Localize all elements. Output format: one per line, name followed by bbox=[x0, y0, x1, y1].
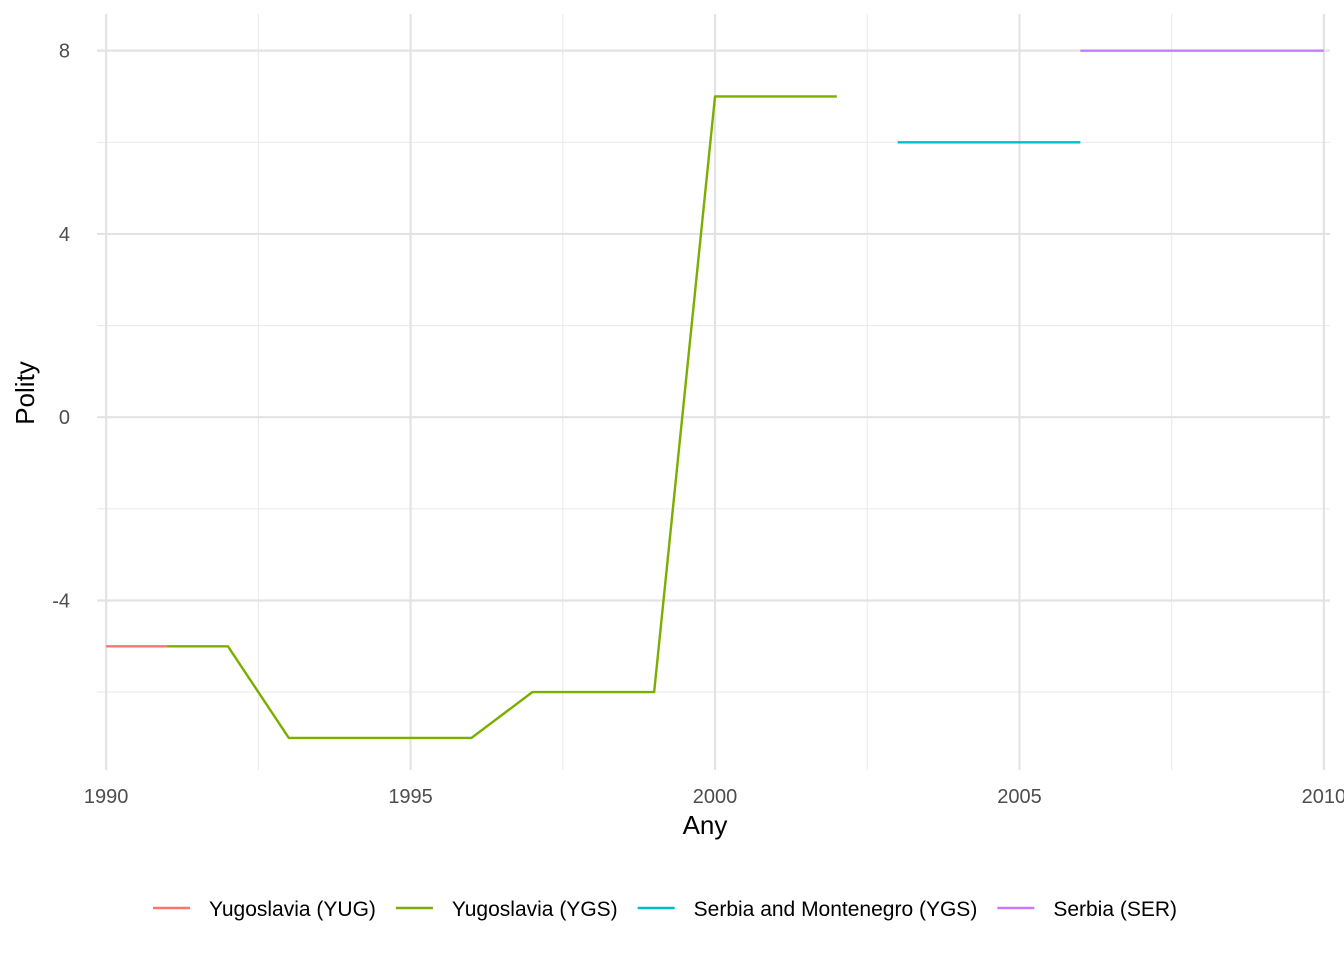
x-tick-label: 2005 bbox=[997, 786, 1042, 808]
legend-item: Yugoslavia (YGS) bbox=[395, 898, 618, 921]
y-tick-label: 0 bbox=[59, 407, 70, 429]
x-tick-label: 1990 bbox=[84, 786, 129, 808]
x-tick-label: 2010 bbox=[1302, 786, 1344, 808]
y-tick-label: 8 bbox=[59, 41, 70, 63]
x-tick-label: 2000 bbox=[693, 786, 738, 808]
legend-item: Serbia and Montenegro (YGS) bbox=[637, 898, 978, 921]
series-lines: Yugoslavia (YUG)Yugoslavia (YGS)Serbia a… bbox=[106, 49, 1324, 740]
legend: Yugoslavia (YUG) Yugoslavia (YGS) Serbia a… bbox=[153, 898, 1177, 921]
major-gridlines bbox=[97, 14, 1330, 770]
minor-gridlines bbox=[97, 14, 1330, 770]
legend-label: Serbia (SER) bbox=[1053, 898, 1177, 921]
series-line-2: Yugoslavia (YGS) bbox=[167, 95, 837, 740]
x-axis-title: Any bbox=[683, 810, 728, 840]
legend-label: Yugoslavia (YUG) bbox=[209, 898, 376, 921]
x-tick-label: 1995 bbox=[388, 786, 433, 808]
legend-label: Serbia and Montenegro (YGS) bbox=[694, 898, 978, 921]
y-axis-tick-labels: -4 0 4 8 bbox=[52, 41, 70, 613]
x-axis-tick-labels: 1990 1995 2000 2005 2010 bbox=[84, 786, 1344, 808]
y-tick-label: 4 bbox=[59, 224, 70, 246]
y-tick-label: -4 bbox=[52, 590, 70, 612]
legend-item: Yugoslavia (YUG) bbox=[153, 898, 376, 921]
legend-label: Yugoslavia (YGS) bbox=[452, 898, 618, 921]
y-axis-title: Polity bbox=[10, 361, 40, 425]
legend-item: Serbia (SER) bbox=[997, 898, 1177, 921]
